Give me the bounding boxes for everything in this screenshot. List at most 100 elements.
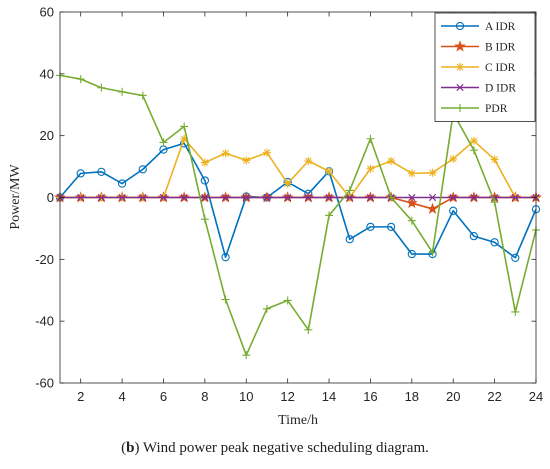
data-point xyxy=(408,193,416,202)
data-point xyxy=(449,206,458,215)
data-point xyxy=(386,222,396,232)
x-tick-label: 24 xyxy=(529,389,543,404)
series-lines xyxy=(54,71,542,360)
data-point xyxy=(345,186,354,195)
figure-caption: (b) Wind power peak negative scheduling … xyxy=(0,440,550,457)
data-point xyxy=(345,235,354,244)
data-point xyxy=(262,304,271,313)
data-point xyxy=(469,136,478,145)
x-tick-label: 22 xyxy=(487,389,501,404)
legend-marker xyxy=(456,63,464,71)
x-tick-label: 2 xyxy=(77,389,84,404)
data-point xyxy=(366,164,375,173)
data-point xyxy=(407,249,416,259)
series-line xyxy=(59,142,537,259)
data-point xyxy=(159,193,168,202)
data-point xyxy=(325,193,333,202)
data-point xyxy=(97,83,106,92)
data-point xyxy=(469,231,479,241)
data-point xyxy=(511,193,519,202)
data-point xyxy=(325,211,334,220)
legend-item: PDR xyxy=(441,103,508,115)
x-tick-label: 18 xyxy=(405,389,419,404)
data-point xyxy=(117,179,127,188)
data-point xyxy=(221,295,230,304)
data-point xyxy=(221,149,230,158)
legend-label: B IDR xyxy=(485,42,516,54)
data-point xyxy=(469,146,478,155)
data-point xyxy=(138,165,147,174)
data-point xyxy=(387,193,396,202)
x-tick-label: 12 xyxy=(280,389,294,404)
data-point xyxy=(180,122,189,131)
legend-label: D IDR xyxy=(485,83,516,95)
legend-item: B IDR xyxy=(441,40,516,54)
data-point xyxy=(77,193,85,202)
data-point xyxy=(490,155,499,164)
caption-letter: b xyxy=(126,440,135,456)
data-point xyxy=(200,158,209,167)
x-tick-label: 10 xyxy=(239,389,253,404)
data-point xyxy=(387,157,396,166)
legend-label: A IDR xyxy=(485,21,516,33)
x-tick-label: 8 xyxy=(201,389,208,404)
data-point xyxy=(118,193,126,202)
data-point xyxy=(449,154,458,163)
data-point xyxy=(490,238,499,247)
x-tick-label: 6 xyxy=(160,389,167,404)
data-point xyxy=(159,138,168,147)
x-tick-label: 20 xyxy=(446,389,460,404)
data-point xyxy=(76,169,85,178)
data-point xyxy=(511,307,520,316)
data-point xyxy=(283,179,292,188)
data-point xyxy=(76,75,85,84)
data-point xyxy=(283,296,292,305)
data-point xyxy=(284,193,292,202)
y-tick-label: -60 xyxy=(35,376,54,391)
data-point xyxy=(242,193,250,202)
data-point xyxy=(304,325,313,334)
y-tick-label: 40 xyxy=(40,66,54,81)
data-point xyxy=(366,193,375,202)
y-tick-label: 60 xyxy=(40,5,54,20)
data-point xyxy=(118,87,127,96)
x-axis-title: Time/h xyxy=(278,413,318,428)
data-point xyxy=(263,193,271,202)
data-point xyxy=(428,193,437,202)
data-point xyxy=(221,193,230,202)
data-point xyxy=(426,202,439,214)
data-point xyxy=(511,253,520,262)
caption-open: ( xyxy=(121,440,127,456)
data-point xyxy=(366,222,375,232)
caption-text: ) Wind power peak negative scheduling di… xyxy=(134,440,429,456)
data-point xyxy=(470,193,478,202)
data-point xyxy=(325,167,334,176)
data-point xyxy=(449,193,457,202)
y-axis-title: Power/MW xyxy=(8,164,23,230)
data-point xyxy=(346,193,354,202)
data-point xyxy=(139,193,147,202)
data-point xyxy=(428,168,437,177)
data-point xyxy=(405,196,418,209)
legend-item: C IDR xyxy=(441,62,516,74)
y-tick-label: 20 xyxy=(40,128,54,143)
y-tick-label: -40 xyxy=(35,314,54,329)
data-point xyxy=(366,134,375,143)
legend-label: C IDR xyxy=(485,62,516,74)
data-point xyxy=(428,248,437,257)
legend-item: D IDR xyxy=(441,83,516,95)
legend-marker xyxy=(455,21,465,31)
y-tick-label: -20 xyxy=(35,252,54,267)
series-d-idr xyxy=(56,193,540,202)
legend-marker xyxy=(456,104,464,112)
legend-marker xyxy=(454,40,466,52)
data-point xyxy=(138,91,147,100)
data-point xyxy=(97,167,106,176)
data-point xyxy=(407,169,416,178)
data-point xyxy=(180,193,188,202)
data-point xyxy=(200,176,210,185)
data-point xyxy=(304,157,313,166)
x-tick-label: 16 xyxy=(363,389,377,404)
data-point xyxy=(242,156,251,165)
